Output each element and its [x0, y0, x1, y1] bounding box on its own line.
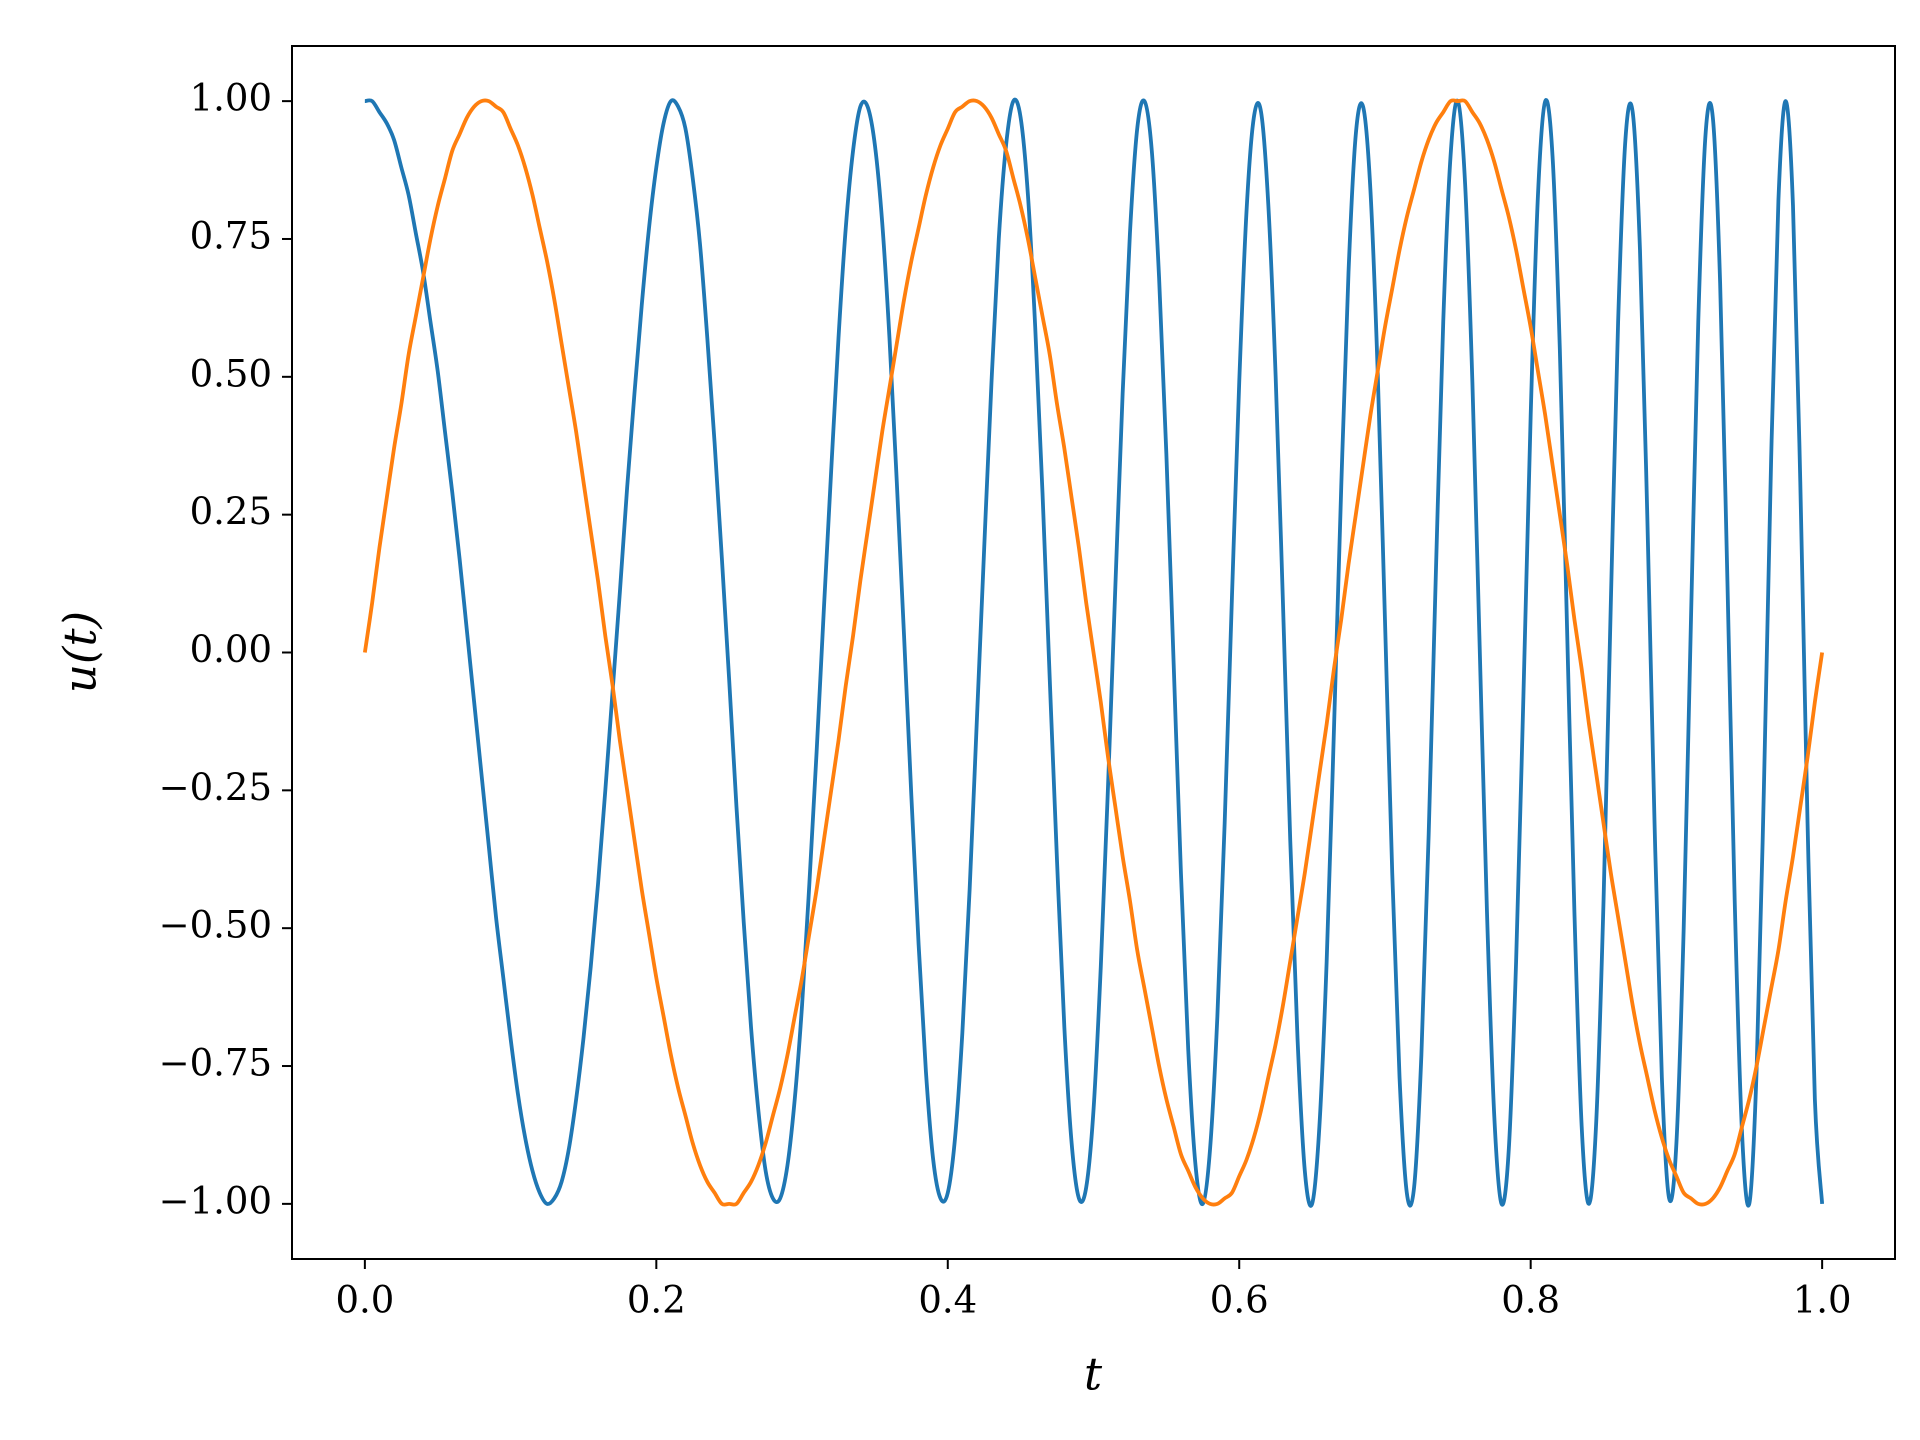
- x-axis-label: t: [1084, 1348, 1103, 1401]
- line-series: [364, 97, 1825, 1208]
- y-tick-label: −0.25: [159, 766, 272, 809]
- y-tick-label: 0.25: [190, 490, 272, 533]
- y-tick-label: 1.00: [190, 77, 272, 120]
- plot-frame: [291, 45, 1896, 1260]
- y-tick-label: 0.00: [190, 628, 272, 671]
- x-tick-label: 0.2: [627, 1279, 686, 1322]
- x-tick-label: 0.8: [1501, 1279, 1560, 1322]
- x-tick-label: 0.0: [335, 1279, 394, 1322]
- y-tick-label: 0.75: [190, 214, 272, 257]
- y-tick-label: 0.50: [190, 352, 272, 395]
- y-axis-label: u(t): [54, 611, 107, 693]
- line-series: [362, 98, 1825, 1207]
- x-tick-label: 0.6: [1210, 1279, 1269, 1322]
- y-tick-label: −0.50: [159, 904, 272, 947]
- y-tick-label: −1.00: [159, 1179, 272, 1222]
- y-tick-label: −0.75: [159, 1042, 272, 1085]
- x-tick-label: 1.0: [1793, 1279, 1852, 1322]
- x-tick-label: 0.4: [918, 1279, 977, 1322]
